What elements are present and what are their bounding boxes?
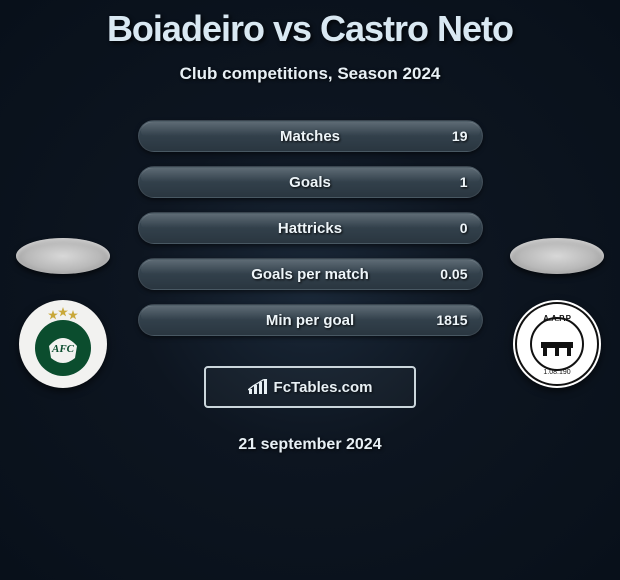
svg-text:AFC: AFC: [51, 343, 75, 355]
stat-value-right: 0.05: [440, 266, 467, 282]
team-left-column: AFC: [8, 238, 118, 388]
comparison-card: Boiadeiro vs Castro Neto Club competitio…: [0, 0, 620, 454]
stat-label: Goals: [139, 174, 482, 191]
stat-label: Matches: [139, 128, 482, 145]
stat-label: Min per goal: [139, 312, 482, 329]
team-right-crest: A.A.P.P 1.08.190: [513, 300, 601, 388]
footer-date: 21 september 2024: [0, 436, 620, 454]
stats-list: Matches19 Goals1 Hattricks0 Goals per match…: [138, 120, 483, 336]
stat-label: Hattricks: [139, 220, 482, 237]
stat-row: Matches19: [138, 120, 483, 152]
branding-text: FcTables.com: [274, 379, 373, 396]
team-right-column: A.A.P.P 1.08.190: [502, 238, 612, 388]
player-left-avatar: [16, 238, 110, 274]
team-left-crest: AFC: [19, 300, 107, 388]
branding-badge[interactable]: FcTables.com: [204, 366, 416, 408]
stat-value-right: 19: [452, 128, 468, 144]
subtitle: Club competitions, Season 2024: [0, 64, 620, 84]
bar-chart-icon: [248, 379, 268, 395]
page-title: Boiadeiro vs Castro Neto: [0, 8, 620, 50]
stat-label: Goals per match: [139, 266, 482, 283]
svg-text:1.08.190: 1.08.190: [543, 369, 570, 376]
stat-value-right: 1: [460, 174, 468, 190]
stats-section: AFC A.A.P.P 1.08.190 Matches19Goals1H: [0, 120, 620, 336]
stat-row: Goals per match0.05: [138, 258, 483, 290]
player-right-avatar: [510, 238, 604, 274]
stat-value-right: 0: [460, 220, 468, 236]
stat-row: Goals1: [138, 166, 483, 198]
stat-row: Min per goal1815: [138, 304, 483, 336]
stat-value-right: 1815: [436, 312, 467, 328]
stat-row: Hattricks0: [138, 212, 483, 244]
svg-text:A.A.P.P: A.A.P.P: [543, 314, 572, 323]
bridge-icon: [541, 342, 573, 356]
